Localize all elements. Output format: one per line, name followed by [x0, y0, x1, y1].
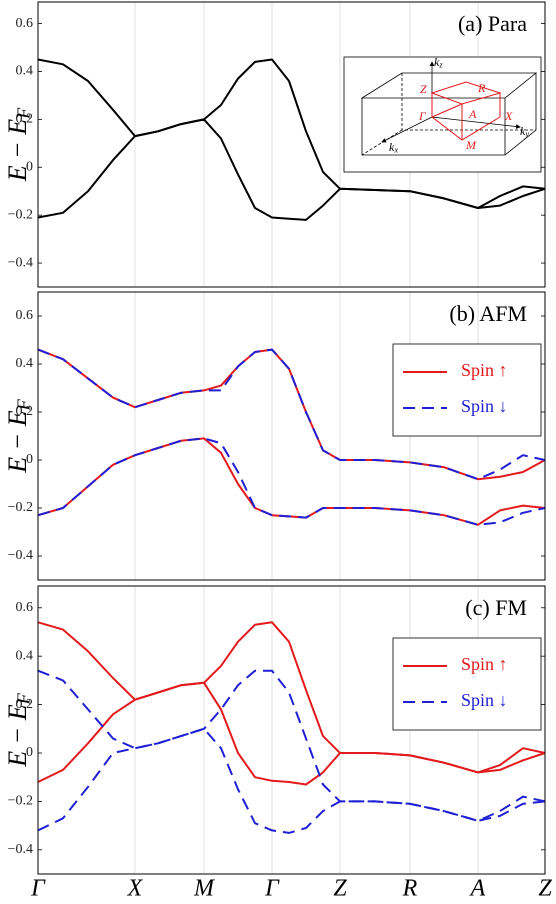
x-tick-label: M [193, 876, 216, 902]
legend-label: Spin ↓ [461, 690, 508, 710]
legend: Spin ↑ Spin ↓ [392, 637, 542, 731]
y-axis-label-sub: F [14, 107, 34, 120]
y-axis-label-main: E − E [3, 410, 32, 473]
y-tick-label: −0.2 [8, 794, 33, 809]
y-tick-label: −0.2 [8, 207, 33, 222]
inset-label: kz [434, 55, 443, 70]
y-axis-label-sub: F [14, 398, 34, 411]
y-tick-label: 0.2 [16, 697, 34, 712]
x-tick-label: Z [333, 876, 347, 902]
inset-label-sub: y [524, 129, 529, 138]
inset-label: Z [420, 82, 427, 96]
band-line [37, 118, 546, 221]
y-tick-label: 0 [26, 159, 33, 174]
band-line [37, 669, 546, 822]
legend-box [392, 637, 542, 731]
band-line [37, 437, 546, 526]
y-tick-label: 0.2 [16, 112, 34, 127]
y-tick-label: 0.6 [16, 308, 34, 323]
y-axis-label-sub: F [14, 692, 34, 705]
legend: Spin ↑ Spin ↓ [392, 343, 542, 437]
legend-box [392, 343, 542, 437]
y-tick-label: −0.2 [8, 500, 33, 515]
inset-label: ky [520, 124, 529, 139]
inset-label: X [504, 109, 513, 123]
y-tick-label: 0.4 [16, 64, 34, 79]
x-tick-label: R [402, 876, 418, 902]
y-tick-label: 0 [26, 452, 33, 467]
legend-label: Spin ↑ [461, 360, 508, 380]
y-tick-label: 0.6 [16, 16, 34, 31]
plot-frame [37, 1, 546, 288]
panel-title: (a) Para [458, 11, 527, 36]
inset-label-main: k [389, 140, 395, 154]
panel-title: (c) FM [465, 595, 527, 620]
y-tick-label: 0.2 [16, 404, 34, 419]
y-tick-label: −0.4 [8, 548, 33, 563]
inset-label: A [468, 107, 477, 121]
band-line [37, 727, 546, 834]
y-tick-label: 0.6 [16, 600, 34, 615]
band-line [37, 348, 546, 481]
y-axis-label-main: E − E [3, 119, 32, 182]
y-axis-label-main: E − E [3, 704, 32, 767]
x-tick-label: Γ [264, 876, 280, 902]
y-tick-label: 0.4 [16, 356, 34, 371]
x-tick-label: Γ [30, 876, 46, 902]
legend-label: Spin ↑ [461, 654, 508, 674]
inset-label: kx [389, 140, 398, 155]
x-tick-label: Z [538, 876, 552, 902]
y-tick-label: −0.4 [8, 842, 33, 857]
legend-label: Spin ↓ [461, 396, 508, 416]
x-tick-label: X [127, 876, 144, 902]
y-tick-label: 0.4 [16, 648, 34, 663]
band-line [37, 437, 546, 526]
inset-label: M [465, 138, 477, 152]
inset-label: R [477, 81, 486, 95]
inset-label: Γ [418, 109, 427, 123]
y-axis-label: E − EF [3, 692, 34, 767]
y-axis-label: E − EF [3, 398, 34, 473]
inset-label-main: k [520, 124, 526, 138]
y-tick-label: −0.4 [8, 255, 33, 270]
inset-label-sub: z [438, 60, 443, 69]
inset-label-sub: x [393, 145, 398, 154]
plot-frame [37, 291, 546, 581]
y-tick-label: 0 [26, 745, 33, 760]
y-axis-label: E − EF [3, 107, 34, 182]
inset-label-main: k [434, 55, 440, 69]
plot-frame [37, 585, 546, 875]
x-tick-label: A [469, 876, 486, 902]
band-line [37, 681, 546, 786]
panel-title: (b) AFM [449, 301, 527, 326]
